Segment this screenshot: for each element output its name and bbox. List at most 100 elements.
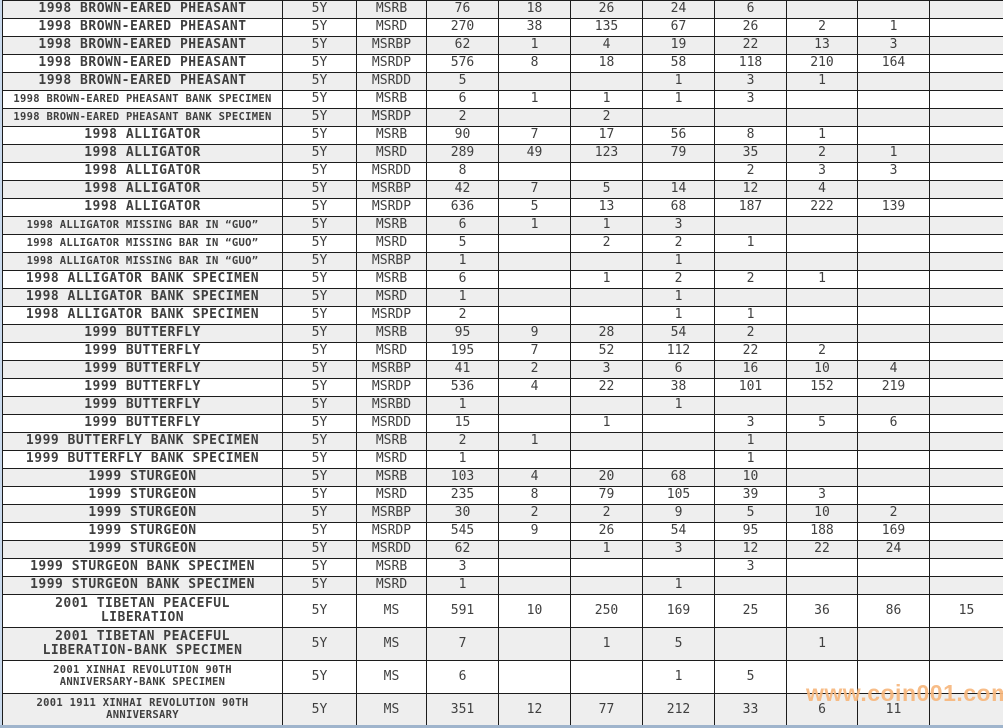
grade-count-cell [786,396,858,415]
coin-name-cell[interactable]: 1998 BROWN-EARED PHEASANT [2,18,283,37]
grade-cell: MS [356,660,427,694]
coin-name-cell[interactable]: 1999 BUTTERFLY [2,414,283,433]
coin-name-cell[interactable]: 1998 BROWN-EARED PHEASANT [2,36,283,55]
grade-cell: MSRBP [356,36,427,55]
grade-count-cell [714,627,787,661]
coin-name-cell[interactable]: 1999 STURGEON [2,522,283,541]
coin-name-cell[interactable]: 1999 BUTTERFLY [2,378,283,397]
coin-name-cell[interactable]: 1998 ALLIGATOR BANK SPECIMEN [2,270,283,289]
grade-count-cell [498,288,571,307]
grade-count-cell [786,216,858,235]
table-row: 2001 TIBETAN PEACEFUL LIBERATION 5Y MS 591 1… [2,594,1003,628]
coin-name-cell[interactable]: 1998 BROWN-EARED PHEASANT BANK SPECIMEN [2,90,283,109]
total-count-cell: 1 [426,252,499,271]
coin-name-cell[interactable]: 1999 STURGEON BANK SPECIMEN [2,558,283,577]
total-count-cell: 545 [426,522,499,541]
grade-count-cell [786,432,858,451]
coin-name-cell[interactable]: 1998 ALLIGATOR [2,198,283,217]
grade-cell: MSRDD [356,72,427,91]
left-edge-divider [0,0,2,728]
coin-name-cell[interactable]: 1999 STURGEON [2,540,283,559]
coin-name-cell[interactable]: 1999 STURGEON BANK SPECIMEN [2,576,283,595]
grade-count-cell: 54 [642,324,715,343]
grade-count-cell: 16 [714,360,787,379]
total-count-cell: 576 [426,54,499,73]
grade-count-cell: 169 [857,522,930,541]
grade-count-cell [786,576,858,595]
grade-count-cell [498,627,571,661]
coin-name-cell[interactable]: 1999 BUTTERFLY [2,324,283,343]
denomination-cell: 5Y [282,234,357,253]
grade-count-cell [929,126,1003,145]
coin-name-cell[interactable]: 1998 ALLIGATOR MISSING BAR IN “GUO” [2,234,283,253]
grade-count-cell [570,432,643,451]
grade-count-cell [929,288,1003,307]
coin-name-cell[interactable]: 1999 BUTTERFLY BANK SPECIMEN [2,450,283,469]
grade-cell: MSRD [356,234,427,253]
grade-count-cell: 1 [714,306,787,325]
coin-name-cell[interactable]: 2001 1911 XINHAI REVOLUTION 90TH ANNIVER… [2,693,283,727]
coin-name-cell[interactable]: 1999 BUTTERFLY [2,360,283,379]
total-count-cell: 289 [426,144,499,163]
grade-count-cell [498,234,571,253]
grade-count-cell: 79 [642,144,715,163]
grade-count-cell [786,450,858,469]
grade-cell: MSRB [356,90,427,109]
grade-count-cell [786,108,858,127]
total-count-cell: 1 [426,288,499,307]
coin-name-cell[interactable]: 1998 BROWN-EARED PHEASANT BANK SPECIMEN [2,108,283,127]
grade-count-cell: 2 [570,234,643,253]
denomination-cell: 5Y [282,18,357,37]
table-row: 1998 ALLIGATOR 5Y MSRDP 636 5 13 68 187 222 139 [2,198,1003,217]
table-row: 1998 BROWN-EARED PHEASANT 5Y MSRBP 62 1 4 19 22… [2,36,1003,55]
denomination-cell: 5Y [282,414,357,433]
coin-name-cell[interactable]: 1998 ALLIGATOR BANK SPECIMEN [2,306,283,325]
grade-count-cell [929,693,1003,727]
grade-count-cell: 1 [570,270,643,289]
coin-name-cell[interactable]: 1998 ALLIGATOR MISSING BAR IN “GUO” [2,252,283,271]
grade-count-cell: 2 [498,504,571,523]
grade-count-cell [714,576,787,595]
coin-name-cell[interactable]: 1998 ALLIGATOR MISSING BAR IN “GUO” [2,216,283,235]
grade-count-cell: 11 [857,693,930,727]
coin-name-cell[interactable]: 1998 ALLIGATOR BANK SPECIMEN [2,288,283,307]
grade-count-cell [857,216,930,235]
coin-name-cell[interactable]: 1998 ALLIGATOR [2,126,283,145]
table-row: 1999 BUTTERFLY 5Y MSRBD 1 1 [2,396,1003,415]
coin-name-cell[interactable]: 1999 STURGEON [2,486,283,505]
grade-cell: MSRB [356,0,427,19]
grade-count-cell [786,90,858,109]
coin-name-cell[interactable]: 1998 ALLIGATOR [2,180,283,199]
grade-count-cell: 3 [642,216,715,235]
grade-count-cell [498,72,571,91]
coin-name-cell[interactable]: 2001 TIBETAN PEACEFUL LIBERATION-BANK SP… [2,627,283,661]
coin-name-cell[interactable]: 1998 BROWN-EARED PHEASANT [2,54,283,73]
grade-count-cell: 26 [570,522,643,541]
coin-name-cell[interactable]: 1998 ALLIGATOR [2,144,283,163]
grade-count-cell [570,288,643,307]
coin-name-cell[interactable]: 1999 BUTTERFLY BANK SPECIMEN [2,432,283,451]
grade-count-cell: 10 [786,504,858,523]
table-row: 2001 TIBETAN PEACEFUL LIBERATION-BANK SP… [2,627,1003,661]
coin-name-cell[interactable]: 1999 STURGEON [2,468,283,487]
coin-name-cell[interactable]: 1998 ALLIGATOR [2,162,283,181]
coin-name-cell[interactable]: 2001 XINHAI REVOLUTION 90TH ANNIVERSARY-… [2,660,283,694]
grade-count-cell [929,36,1003,55]
grade-count-cell: 2 [714,270,787,289]
grade-cell: MSRDD [356,540,427,559]
table-row: 1998 BROWN-EARED PHEASANT 5Y MSRDD 5 1 3 1 [2,72,1003,91]
coin-name-cell[interactable]: 2001 TIBETAN PEACEFUL LIBERATION [2,594,283,628]
grade-count-cell: 28 [570,324,643,343]
coin-name-cell[interactable]: 1998 BROWN-EARED PHEASANT [2,72,283,91]
denomination-cell: 5Y [282,324,357,343]
coin-name-cell[interactable]: 1999 BUTTERFLY [2,342,283,361]
grade-count-cell: 4 [786,180,858,199]
grade-count-cell [929,270,1003,289]
coin-name-cell[interactable]: 1998 BROWN-EARED PHEASANT [2,0,283,19]
grade-count-cell [570,72,643,91]
grade-count-cell: 3 [786,162,858,181]
coin-name-cell[interactable]: 1999 STURGEON [2,504,283,523]
coin-name-cell[interactable]: 1999 BUTTERFLY [2,396,283,415]
grade-cell: MSRDP [356,306,427,325]
grade-count-cell: 12 [498,693,571,727]
